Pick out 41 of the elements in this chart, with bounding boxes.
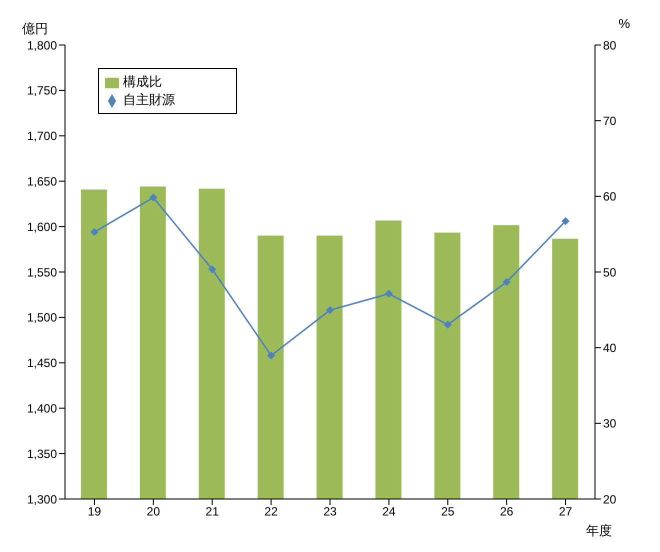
y2-tick-label: 80	[603, 38, 617, 52]
y-axis-title: 億円	[22, 20, 48, 38]
y-tick-label: 1,800	[26, 38, 58, 52]
y-tick-label: 1,450	[26, 356, 58, 370]
x-tick-label: 20	[146, 504, 160, 519]
y2-tick-label: 40	[603, 340, 617, 355]
point	[90, 228, 98, 236]
y-tick-label: 1,600	[26, 220, 58, 234]
y2-tick-label: 20	[603, 492, 617, 506]
x-tick-label: 27	[558, 504, 573, 519]
y2-tick-label: 70	[603, 114, 617, 128]
legend-label: 自主財源	[123, 92, 175, 107]
y2-tick-label: 30	[603, 416, 617, 431]
y-tick-label: 1,550	[26, 265, 58, 280]
x-tick-label: 24	[382, 504, 396, 519]
y-tick-label: 1,500	[26, 310, 58, 325]
x-tick-label: 26	[500, 504, 514, 519]
y-tick-label: 1,350	[26, 446, 58, 461]
point	[384, 290, 393, 298]
x-axis-title: 年度	[586, 522, 612, 540]
y-tick-label: 1,300	[26, 492, 58, 506]
legend-label: 構成比	[123, 74, 162, 89]
y-tick-label: 1,650	[26, 174, 58, 188]
point	[562, 217, 570, 226]
y-tick-label: 1,700	[26, 129, 58, 144]
point	[326, 306, 334, 314]
y-tick-label: 1,750	[26, 84, 58, 98]
point	[208, 265, 216, 274]
point	[502, 278, 511, 286]
point	[444, 320, 452, 329]
x-tick-label: 25	[441, 504, 455, 519]
y2-tick-label: 60	[603, 190, 617, 204]
y2-axis-title: %	[618, 16, 630, 31]
point	[149, 194, 158, 202]
x-tick-label: 23	[323, 504, 337, 519]
point	[267, 352, 276, 360]
x-tick-label: 21	[206, 504, 220, 519]
x-tick-label: 19	[88, 504, 102, 519]
y2-tick-label: 50	[603, 265, 617, 280]
x-tick-label: 22	[264, 504, 278, 519]
y-tick-label: 1,400	[26, 401, 58, 416]
